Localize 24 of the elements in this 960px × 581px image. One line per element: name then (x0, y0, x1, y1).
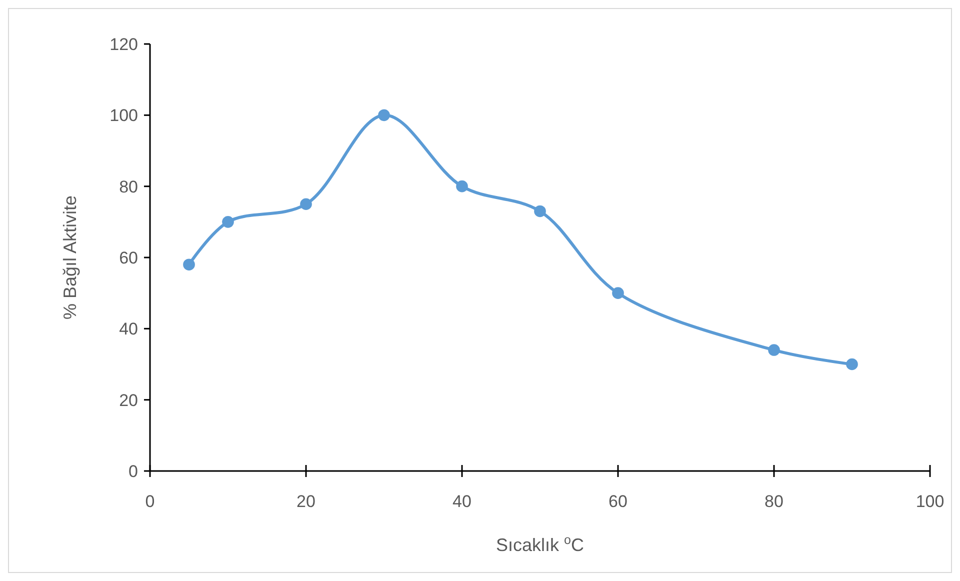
x-tick-label: 100 (916, 492, 944, 511)
y-tick-label: 0 (128, 462, 138, 481)
y-tick-label: 120 (110, 34, 138, 54)
point (300, 198, 312, 210)
y-tick-label: 20 (119, 390, 138, 410)
point (612, 287, 624, 299)
x-tick-label: 0 (145, 492, 155, 511)
y-axis-title: % Bağıl Aktivite (60, 195, 80, 320)
y-tick-label: 40 (119, 320, 138, 339)
point (534, 205, 546, 218)
y-tick-label: 80 (119, 177, 138, 196)
point (378, 109, 390, 122)
point (768, 344, 780, 356)
point (183, 258, 195, 271)
y-tick-label: 60 (119, 248, 138, 268)
x-tick-label: 40 (452, 492, 472, 511)
point (222, 216, 234, 228)
y-tick-label: 100 (110, 106, 138, 126)
x-tick-label: 80 (764, 492, 784, 511)
point (846, 358, 858, 370)
x-tick-label: 60 (608, 492, 628, 511)
x-axis-title: Sıcaklık $^{o}$C (496, 533, 584, 555)
point (456, 180, 468, 192)
x-tick-label: 20 (296, 492, 316, 511)
